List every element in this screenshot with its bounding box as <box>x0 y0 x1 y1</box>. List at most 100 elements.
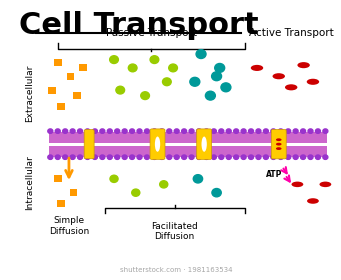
Circle shape <box>145 129 149 133</box>
FancyBboxPatch shape <box>49 132 327 143</box>
Circle shape <box>116 86 124 94</box>
Circle shape <box>196 155 202 159</box>
Circle shape <box>167 129 172 133</box>
Ellipse shape <box>297 62 310 68</box>
Circle shape <box>92 155 98 159</box>
Ellipse shape <box>285 84 297 90</box>
Circle shape <box>110 56 118 64</box>
Circle shape <box>315 129 321 133</box>
Circle shape <box>293 155 298 159</box>
Circle shape <box>234 129 239 133</box>
Circle shape <box>190 77 200 86</box>
Circle shape <box>241 129 246 133</box>
Circle shape <box>278 129 283 133</box>
Circle shape <box>152 129 157 133</box>
Circle shape <box>215 64 225 72</box>
Circle shape <box>130 129 135 133</box>
Circle shape <box>130 155 135 159</box>
Text: Active Transport: Active Transport <box>249 28 333 38</box>
Circle shape <box>100 129 105 133</box>
Circle shape <box>219 155 224 159</box>
FancyBboxPatch shape <box>271 129 286 159</box>
Circle shape <box>323 129 328 133</box>
FancyBboxPatch shape <box>49 143 327 146</box>
Circle shape <box>85 129 90 133</box>
FancyBboxPatch shape <box>49 146 327 157</box>
Text: Cell Transport: Cell Transport <box>19 11 259 40</box>
Text: Intracellular: Intracellular <box>26 156 34 210</box>
Circle shape <box>77 129 83 133</box>
Circle shape <box>205 91 216 100</box>
Circle shape <box>278 155 283 159</box>
Circle shape <box>300 155 306 159</box>
Circle shape <box>100 155 105 159</box>
Circle shape <box>174 155 179 159</box>
Circle shape <box>137 155 142 159</box>
Text: Facilitated
Diffusion: Facilitated Diffusion <box>151 222 198 241</box>
Circle shape <box>107 155 112 159</box>
FancyBboxPatch shape <box>150 129 165 159</box>
Circle shape <box>70 155 75 159</box>
Circle shape <box>145 155 149 159</box>
Circle shape <box>196 50 206 59</box>
FancyBboxPatch shape <box>84 130 94 159</box>
Circle shape <box>226 155 231 159</box>
Circle shape <box>249 155 253 159</box>
Circle shape <box>263 129 268 133</box>
Ellipse shape <box>155 137 160 152</box>
Circle shape <box>137 129 142 133</box>
Circle shape <box>115 155 120 159</box>
Circle shape <box>204 129 209 133</box>
Circle shape <box>189 129 194 133</box>
Ellipse shape <box>307 198 319 204</box>
Circle shape <box>132 189 140 196</box>
Circle shape <box>48 129 53 133</box>
FancyBboxPatch shape <box>197 129 212 159</box>
Circle shape <box>141 92 149 99</box>
Circle shape <box>159 129 164 133</box>
Circle shape <box>286 129 291 133</box>
Circle shape <box>211 129 216 133</box>
Ellipse shape <box>251 65 263 71</box>
Circle shape <box>212 72 222 81</box>
Circle shape <box>110 175 118 182</box>
Circle shape <box>196 129 202 133</box>
Circle shape <box>160 181 168 188</box>
Ellipse shape <box>276 143 282 146</box>
Circle shape <box>182 155 187 159</box>
Ellipse shape <box>202 137 207 152</box>
Ellipse shape <box>320 182 331 187</box>
Circle shape <box>169 64 177 72</box>
Circle shape <box>63 155 68 159</box>
Circle shape <box>115 129 120 133</box>
Circle shape <box>256 129 261 133</box>
Circle shape <box>182 129 187 133</box>
Circle shape <box>174 129 179 133</box>
Circle shape <box>263 155 268 159</box>
Circle shape <box>249 129 253 133</box>
Circle shape <box>55 129 60 133</box>
Circle shape <box>167 155 172 159</box>
Circle shape <box>308 155 313 159</box>
Circle shape <box>212 188 221 197</box>
Text: Simple
Diffusion: Simple Diffusion <box>49 216 89 236</box>
Circle shape <box>293 129 298 133</box>
Circle shape <box>77 155 83 159</box>
Circle shape <box>204 155 209 159</box>
Circle shape <box>122 129 127 133</box>
Circle shape <box>219 129 224 133</box>
Circle shape <box>221 83 231 92</box>
Circle shape <box>256 155 261 159</box>
Circle shape <box>163 78 171 86</box>
Circle shape <box>70 129 75 133</box>
Circle shape <box>286 155 291 159</box>
Circle shape <box>85 155 90 159</box>
Circle shape <box>323 155 328 159</box>
Circle shape <box>300 129 306 133</box>
Circle shape <box>271 155 276 159</box>
Circle shape <box>211 155 216 159</box>
Ellipse shape <box>307 79 319 85</box>
Circle shape <box>152 155 157 159</box>
Ellipse shape <box>276 147 282 150</box>
Circle shape <box>189 155 194 159</box>
